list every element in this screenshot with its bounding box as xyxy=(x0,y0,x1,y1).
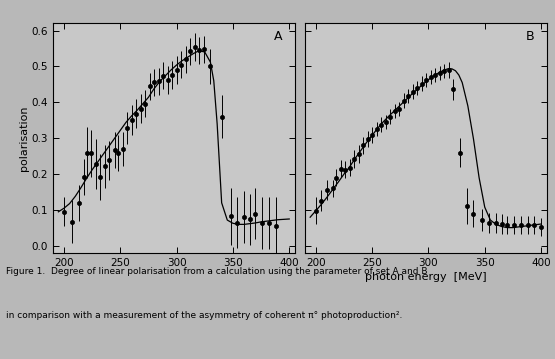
Text: A: A xyxy=(274,30,282,43)
Y-axis label: polarisation: polarisation xyxy=(18,106,29,171)
Text: B: B xyxy=(526,30,534,43)
Text: in comparison with a measurement of the asymmetry of coherent π° photoproduction: in comparison with a measurement of the … xyxy=(6,311,402,320)
X-axis label: photon energy  [MeV]: photon energy [MeV] xyxy=(365,272,486,282)
Text: Figure 1.  Degree of linear polarisation from a calculation using the parameter : Figure 1. Degree of linear polarisation … xyxy=(6,267,427,276)
